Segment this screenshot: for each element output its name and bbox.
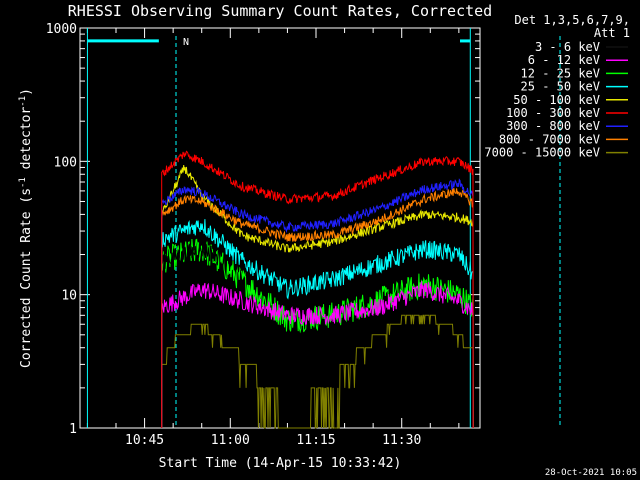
legend-label: 7000 - 15000 keV xyxy=(484,146,600,160)
legend-header-attenuator: Att 1 xyxy=(594,26,630,40)
night-marker: N xyxy=(183,37,189,48)
y-tick-label: 10 xyxy=(61,289,77,304)
series-7000-15000-kev xyxy=(161,314,474,429)
legend-label: 6 - 12 keV xyxy=(528,53,600,67)
legend-label: 300 - 800 keV xyxy=(506,119,600,133)
series-300-800-kev xyxy=(161,178,474,429)
series-6-12-kev xyxy=(161,281,474,429)
y-axis-label: Corrected Count Rate (s-1 detector-1) xyxy=(18,88,34,368)
legend-label: 100 - 300 keV xyxy=(506,106,600,120)
legend-label: 800 - 7000 keV xyxy=(499,132,600,146)
legend-label: 50 - 100 keV xyxy=(513,93,600,107)
legend-label: 3 - 6 keV xyxy=(535,40,600,54)
series-12-25-kev xyxy=(161,238,474,429)
y-tick-label: 100 xyxy=(54,155,77,170)
legend-header-detectors: Det 1,3,5,6,7,9, xyxy=(514,13,630,27)
series-25-50-kev xyxy=(161,219,474,429)
y-tick-label: 1000 xyxy=(46,22,77,37)
x-tick-label: 11:00 xyxy=(211,433,250,448)
legend-label: 25 - 50 keV xyxy=(521,80,600,94)
x-tick-label: 11:30 xyxy=(382,433,421,448)
axis-ticks: 10:45 11:00 11:15 11:30 1 10 100 1000 xyxy=(46,22,480,448)
series-3-6-kev xyxy=(161,240,474,429)
x-axis-label: Start Time (14-Apr-15 10:33:42) xyxy=(159,456,402,471)
plot-frame xyxy=(79,27,481,429)
y-tick-label: 1 xyxy=(69,422,77,437)
data-series xyxy=(161,150,474,429)
chart-title: RHESSI Observing Summary Count Rates, Co… xyxy=(68,2,492,20)
series-100-300-kev xyxy=(161,150,474,429)
legend-label: 12 - 25 keV xyxy=(521,66,600,80)
x-tick-label: 10:45 xyxy=(125,433,164,448)
attenuator-state xyxy=(86,28,561,428)
timestamp: 28-Oct-2021 10:05 xyxy=(545,468,637,478)
x-tick-label: 11:15 xyxy=(296,433,335,448)
series-800-7000-kev xyxy=(161,187,474,429)
